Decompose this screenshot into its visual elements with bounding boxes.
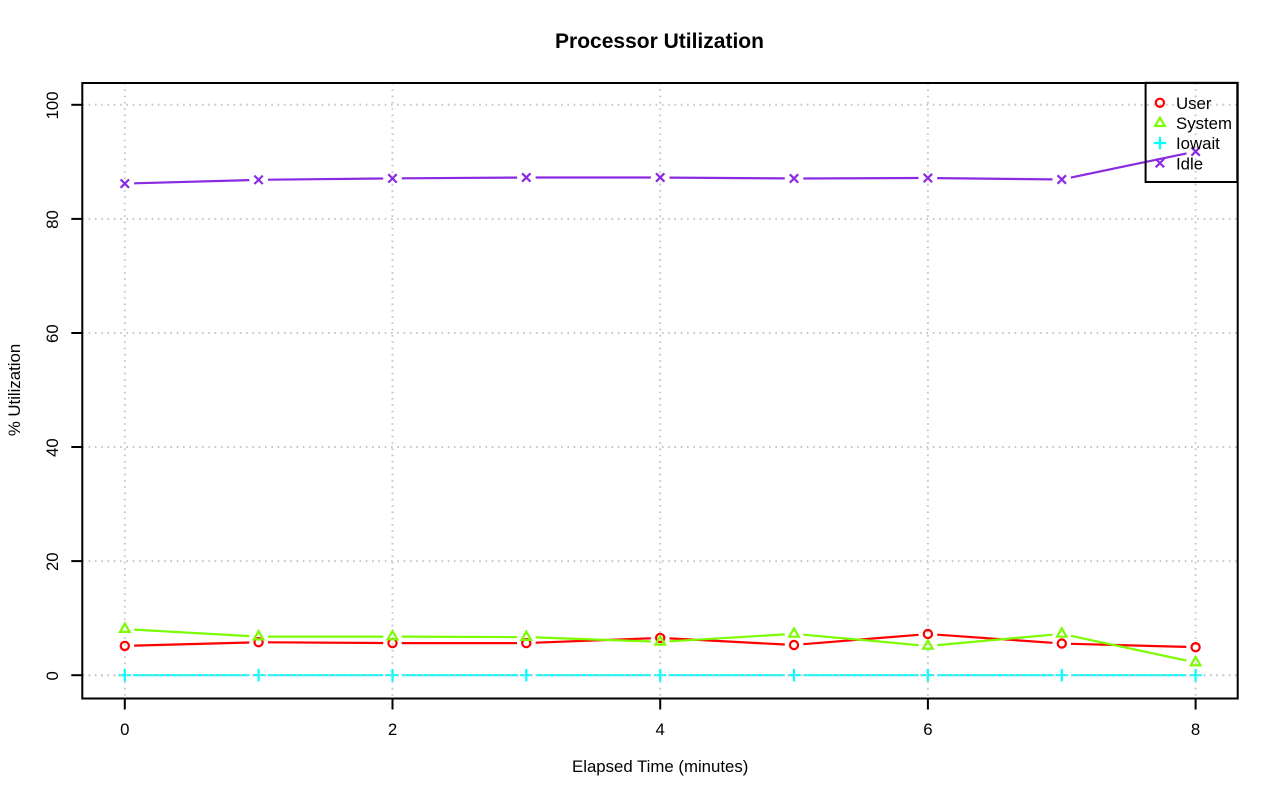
svg-text:Processor Utilization: Processor Utilization	[555, 30, 764, 53]
svg-text:100: 100	[43, 91, 62, 119]
svg-text:20: 20	[43, 552, 62, 571]
svg-text:6: 6	[923, 720, 932, 739]
svg-text:0: 0	[43, 671, 62, 680]
svg-text:8: 8	[1191, 720, 1200, 739]
svg-text:Idle: Idle	[1176, 154, 1203, 173]
svg-text:Elapsed Time (minutes): Elapsed Time (minutes)	[572, 757, 748, 776]
svg-text:80: 80	[43, 210, 62, 229]
svg-text:Iowait: Iowait	[1176, 134, 1220, 153]
svg-text:0: 0	[120, 720, 129, 739]
svg-text:System: System	[1176, 114, 1232, 133]
svg-text:60: 60	[43, 324, 62, 343]
svg-text:4: 4	[656, 720, 665, 739]
svg-text:User: User	[1176, 94, 1212, 113]
svg-text:2: 2	[388, 720, 397, 739]
svg-text:40: 40	[43, 438, 62, 457]
svg-text:% Utilization: % Utilization	[5, 344, 24, 436]
